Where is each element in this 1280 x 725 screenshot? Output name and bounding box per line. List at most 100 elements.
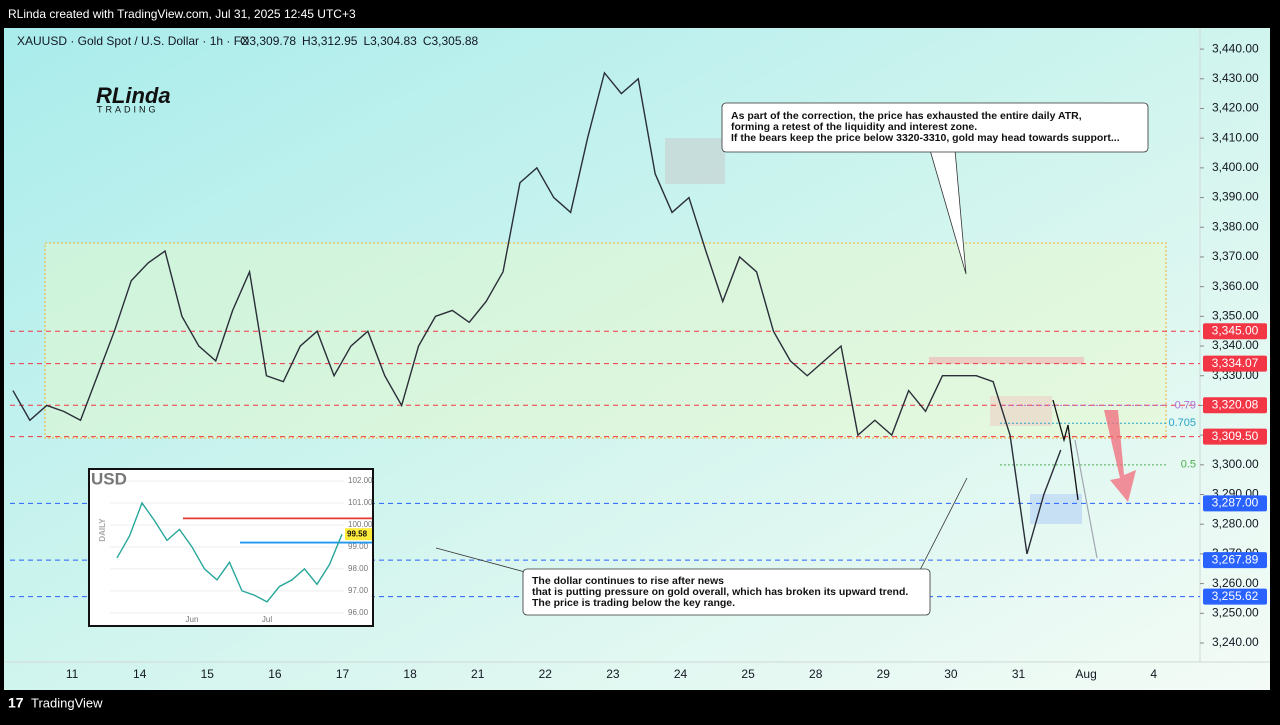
level-tag [1203, 428, 1267, 445]
symbol-title: XAUUSD · Gold Spot / U.S. Dollar · 1h · … [17, 34, 249, 48]
x-tick-label: 15 [201, 667, 215, 681]
callout-pointer [919, 477, 968, 571]
callout: The dollar continues to rise after news … [435, 477, 968, 616]
level-tag [1203, 588, 1267, 605]
price-line [116, 501, 343, 603]
callout-box [522, 568, 931, 616]
callout-box [721, 102, 1149, 153]
y-tick-label: 3,390.00 [1212, 190, 1259, 204]
x-tick-label: 24 [674, 667, 688, 681]
inset-y-tick-label: 101.00 [348, 498, 373, 507]
inset-last-tag [345, 528, 372, 541]
inset-y-tick-label: 102.00 [348, 476, 373, 485]
inset-axis-label: DAILY [98, 518, 107, 542]
y-tick-label: 3,260.00 [1212, 576, 1259, 590]
bearish-arrow [1104, 410, 1136, 502]
ohlc-value: L3,304.83 [363, 34, 417, 48]
price-line [12, 71, 1062, 555]
x-tick-label: 25 [741, 667, 755, 681]
x-tick-label: 28 [809, 667, 823, 681]
level-label: 3,309.50 [1212, 429, 1259, 443]
y-tick-label: 3,420.00 [1212, 101, 1259, 115]
fib-label: 0.79 [1175, 399, 1196, 411]
callout-text: If the bears keep the price below 3320-3… [731, 132, 1120, 144]
ohlc-value: C3,305.88 [423, 34, 479, 48]
inset-chart: 96.00 97.00 98.00 99.00 100.00 101.00 102.00 Ju… [88, 468, 374, 627]
x-tick-label: 14 [133, 667, 147, 681]
callout-text: The price is trading below the key range… [532, 597, 735, 609]
level-label: 3,255.62 [1212, 589, 1259, 603]
level-label: 3,320.08 [1212, 397, 1259, 411]
x-tick-label: 17 [336, 667, 350, 681]
x-tick-label: 11 [66, 667, 79, 681]
projection-arrow [1052, 399, 1079, 501]
fib-label: 0.5 [1181, 459, 1196, 471]
support-zone [1030, 494, 1082, 524]
level-label: 3,287.00 [1212, 496, 1259, 510]
x-tick-label: 16 [268, 667, 282, 681]
y-tick-label: 3,370.00 [1212, 249, 1259, 263]
projection-arrow [1074, 439, 1098, 559]
callout-text: As part of the correction, the price has… [731, 110, 1082, 122]
inset-y-tick-label: 99.00 [348, 542, 369, 551]
logo-text: RLinda [96, 83, 171, 108]
inset-y-tick-label: 96.00 [348, 608, 369, 617]
callout-text: The dollar continues to rise after news [532, 575, 724, 587]
y-tick-label: 3,280.00 [1212, 516, 1259, 530]
y-tick-label: 3,300.00 [1212, 457, 1259, 471]
inset-y-tick-label: 97.00 [348, 586, 369, 595]
inset-x-tick-label: Jul [262, 615, 272, 624]
attribution: RLinda created with TradingView.com, Jul… [8, 7, 356, 21]
inset-frame [88, 468, 374, 627]
y-tick-label: 3,240.00 [1212, 635, 1259, 649]
level-tag [1203, 495, 1267, 512]
ohlc: O3,309.78 H3,312.95 L3,304.83 C3,305.88 [240, 34, 479, 48]
y-tick-label: 3,350.00 [1212, 309, 1259, 323]
level-tag [1203, 355, 1267, 372]
logo: RLinda TRADING [96, 83, 171, 115]
inset-x-tick-label: Jun [186, 615, 199, 624]
y-tick-label: 3,430.00 [1212, 71, 1259, 85]
y-tick-label: 3,250.00 [1212, 605, 1259, 619]
level-label: 3,267.89 [1212, 552, 1259, 566]
ohlc-value: O3,309.78 [240, 34, 296, 48]
y-tick-label: 3,400.00 [1212, 160, 1259, 174]
callout-text: forming a retest of the liquidity and in… [731, 121, 977, 133]
liquidity-zone [990, 396, 1052, 426]
liquidity-zone [665, 138, 725, 184]
x-tick-label: 4 [1150, 667, 1157, 681]
x-tick-label: 31 [1012, 667, 1026, 681]
level-tag [1203, 552, 1267, 569]
inset-last-label: 99.58 [347, 529, 368, 538]
callout: As part of the correction, the price has… [721, 102, 1149, 275]
x-tick-label: 23 [606, 667, 620, 681]
inset-y-tick-label: 98.00 [348, 564, 369, 573]
callout-text: that is putting pressure on gold overall… [532, 586, 908, 598]
brand-icon: 17 [8, 695, 24, 711]
inset-title: USD [91, 469, 127, 488]
brand: TradingView [31, 695, 103, 710]
x-tick-label: 29 [877, 667, 891, 681]
y-tick-label: 3,380.00 [1212, 219, 1259, 233]
liquidity-zone [929, 357, 1084, 364]
x-tick-label: Aug [1075, 667, 1096, 681]
y-tick-label: 3,410.00 [1212, 130, 1259, 144]
fib-label: 0.705 [1168, 417, 1196, 429]
level-tag [1203, 323, 1267, 340]
level-label: 3,334.07 [1212, 356, 1259, 370]
logo-text: TRADING [97, 104, 159, 114]
y-tick-label: 3,340.00 [1212, 338, 1259, 352]
x-tick-label: 21 [471, 667, 485, 681]
level-tag [1203, 397, 1267, 414]
ohlc-value: H3,312.95 [302, 34, 358, 48]
callout-pointer [435, 547, 526, 573]
x-tick-label: 30 [944, 667, 958, 681]
y-tick-label: 3,440.00 [1212, 41, 1259, 55]
inset-plot: 96.00 97.00 98.00 99.00 100.00 101.00 102.00 Ju… [110, 476, 373, 624]
x-tick-label: 18 [403, 667, 417, 681]
y-tick-label: 3,360.00 [1212, 279, 1259, 293]
x-tick-label: 22 [539, 667, 553, 681]
level-label: 3,345.00 [1212, 323, 1259, 337]
